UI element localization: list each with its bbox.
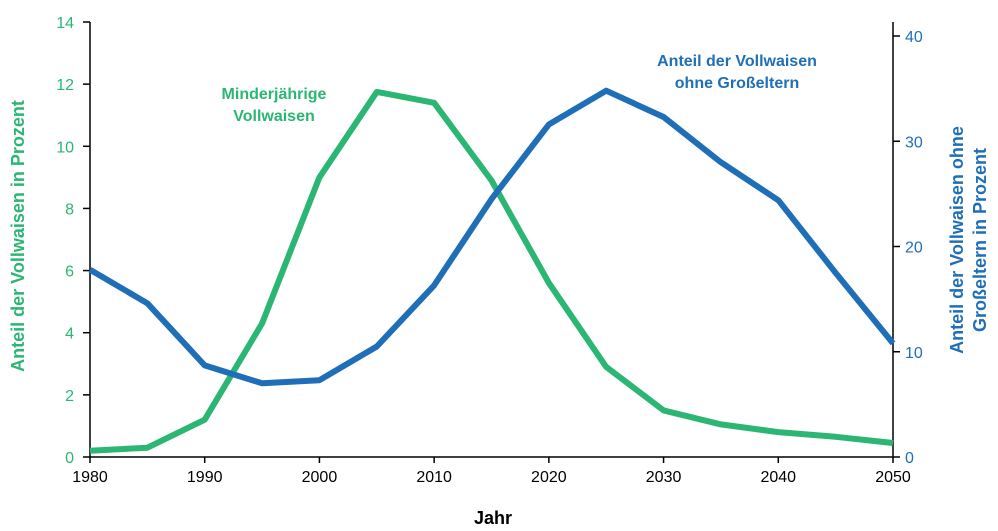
annotation-green-line-2: Vollwaisen [233, 108, 315, 125]
y-axis-left-label: Anteil der Vollwaisen in Prozent [8, 100, 28, 372]
y-left-tick-label: 10 [56, 139, 74, 156]
y-left-tick-label: 8 [65, 201, 74, 218]
ticks: 1980 1990 2000 2010 2020 2030 2040 205002468101… [56, 15, 923, 486]
y-left-tick-label: 2 [65, 388, 74, 405]
y-right-tick-label: 40 [905, 29, 923, 46]
axes [89, 22, 894, 458]
x-tick-label: 2030 [646, 469, 682, 486]
x-axis-label: Jahr [474, 508, 512, 528]
x-tick-label: 2020 [531, 469, 567, 486]
y-right-tick-label: 20 [905, 240, 923, 257]
y-axis-right-label-line-1: Anteil der Vollwaisen ohne [947, 126, 967, 354]
y-right-tick-label: 10 [905, 345, 923, 362]
annotation-blue-line-1: Anteil der Vollwaisen [657, 53, 817, 70]
y-axis-right-label-line-2: Großeltern in Prozent [970, 148, 990, 332]
y-right-tick-label: 30 [905, 134, 923, 151]
y-left-tick-label: 0 [65, 450, 74, 467]
annotation-blue-line-2: ohne Großeltern [675, 75, 799, 92]
x-tick-label: 2000 [302, 469, 338, 486]
y-left-tick-label: 14 [56, 15, 74, 32]
annotation-green-line-1: Minderjährige [222, 86, 327, 103]
y-left-tick-label: 4 [65, 326, 74, 343]
y-right-tick-label: 0 [905, 450, 914, 467]
series-line-minderjaehrige-vollwaisen [89, 88, 894, 454]
x-tick-label: 1990 [187, 469, 223, 486]
series-lines [88, 87, 896, 454]
x-tick-label: 2050 [875, 469, 911, 486]
y-left-tick-label: 6 [65, 264, 74, 281]
x-tick-label: 2040 [760, 469, 796, 486]
x-tick-label: 1980 [72, 469, 108, 486]
series-line-vollwaisen-ohne-grosseltern [88, 87, 896, 387]
x-tick-label: 2010 [416, 469, 452, 486]
y-left-tick-label: 12 [56, 77, 74, 94]
